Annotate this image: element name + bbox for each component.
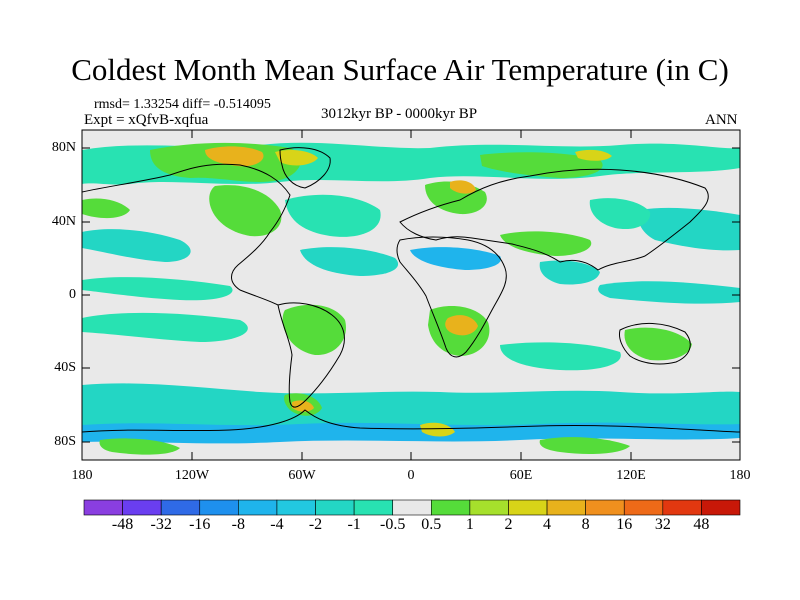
field-antarctic-east-south xyxy=(539,437,630,454)
x-label-180e: 180 xyxy=(729,468,751,483)
y-label-80s: 80S xyxy=(54,434,76,449)
field-south-pacific-cool xyxy=(82,312,248,342)
x-label-60w: 60W xyxy=(288,468,316,483)
coastlines xyxy=(82,147,740,433)
colorbar-label: 48 xyxy=(693,516,710,533)
colorbar-swatch xyxy=(315,499,355,516)
colorbar-label: -2 xyxy=(308,516,323,533)
field-indian-ocean-cool xyxy=(500,342,621,371)
colorbar-swatch xyxy=(701,499,741,516)
coast-antarctica xyxy=(82,409,740,433)
field-north-america-warm xyxy=(209,185,282,237)
colorbar-swatch xyxy=(469,499,509,516)
colorbar-label: 16 xyxy=(616,516,633,533)
colorbar-label: 0.5 xyxy=(421,516,442,533)
field-antarctic-south-warm xyxy=(99,438,180,455)
colorbar-label: -16 xyxy=(189,516,211,533)
colorbar-swatch xyxy=(585,499,625,516)
field-antarctic-east-warm xyxy=(420,422,455,437)
colorbar-swatch xyxy=(199,499,239,516)
field-north-europe-hot xyxy=(450,180,476,194)
colorbar-swatch xyxy=(392,499,432,516)
colorbar-swatch xyxy=(353,499,394,516)
field-india-cool xyxy=(539,260,600,285)
experiment-label: Expt = xQfvB-xqfua xyxy=(84,112,209,128)
colorbar xyxy=(83,499,741,516)
coast-africa xyxy=(396,236,507,358)
field-australia-warm xyxy=(624,327,692,361)
colorbar-swatch xyxy=(662,499,702,516)
colorbar-swatch xyxy=(430,499,471,516)
x-label-60e: 60E xyxy=(509,468,533,483)
x-label-120w: 120W xyxy=(174,468,210,483)
colorbar-swatch xyxy=(160,499,201,516)
x-label-180w: 180 xyxy=(71,468,93,483)
field-china-cool xyxy=(589,198,651,230)
y-label-40n: 40N xyxy=(51,214,76,229)
x-label-120e: 120E xyxy=(616,468,646,483)
colorbar-swatch xyxy=(122,499,162,516)
colorbar-label: 1 xyxy=(465,516,474,533)
colorbar-label: -32 xyxy=(150,516,172,533)
field-southern-ocean-cool xyxy=(82,383,740,432)
field-arabia-warm xyxy=(500,231,592,256)
field-alaska-warm xyxy=(82,198,130,219)
colorbar-swatch xyxy=(238,499,278,516)
coast-greenland xyxy=(279,147,331,189)
coast-australia xyxy=(619,322,691,365)
colorbar-label: -8 xyxy=(231,516,245,533)
stats-label: rmsd= 1.33254 diff= -0.514095 xyxy=(94,97,271,112)
temperature-field xyxy=(82,142,740,455)
field-southern-africa-hot xyxy=(445,315,478,336)
field-sahara-cold xyxy=(410,247,501,270)
colorbar-label: 4 xyxy=(543,516,552,533)
period-label: 3012kyr BP - 0000kyr BP xyxy=(321,106,478,122)
y-label-80n: 80N xyxy=(51,140,76,155)
field-antarctic-peninsula-hot xyxy=(292,400,314,412)
coast-north-america xyxy=(82,163,291,306)
colorbar-label: 2 xyxy=(504,516,513,533)
y-label-0: 0 xyxy=(69,287,76,302)
field-north-pacific-cool xyxy=(82,229,191,262)
coast-eurasia xyxy=(399,168,709,271)
axis-ticks xyxy=(81,130,741,460)
colorbar-label: 32 xyxy=(654,516,671,533)
field-north-atlantic-cool xyxy=(285,194,381,237)
colorbar-label: -0.5 xyxy=(380,516,406,533)
field-siberia-hot xyxy=(575,149,612,161)
colorbar-label: 8 xyxy=(581,516,590,533)
field-south-america-warm xyxy=(282,304,346,356)
field-tropical-pacific-east xyxy=(598,281,740,304)
field-atlantic-cool xyxy=(300,247,399,276)
season-label: ANN xyxy=(705,112,738,128)
colorbar-swatch xyxy=(83,499,123,516)
coast-south-america xyxy=(277,302,345,408)
colorbar-label: -4 xyxy=(270,516,284,533)
field-canadian-arctic-hot xyxy=(205,146,264,167)
field-arctic-hot-east xyxy=(275,150,318,166)
field-tropical-pacific-west xyxy=(82,277,233,301)
colorbar-swatch xyxy=(623,499,664,516)
colorbar-swatch xyxy=(276,499,316,516)
colorbar-label: -1 xyxy=(347,516,361,533)
colorbar-swatch xyxy=(546,499,586,516)
colorbar-label: -48 xyxy=(111,516,134,533)
colorbar-swatch xyxy=(508,499,548,516)
map-title: Coldest Month Mean Surface Air Temperatu… xyxy=(71,52,729,87)
y-label-40s: 40S xyxy=(54,360,76,375)
x-label-0: 0 xyxy=(407,468,415,483)
field-siberia-warm xyxy=(480,152,603,178)
field-pacific-east-cool xyxy=(638,207,740,251)
